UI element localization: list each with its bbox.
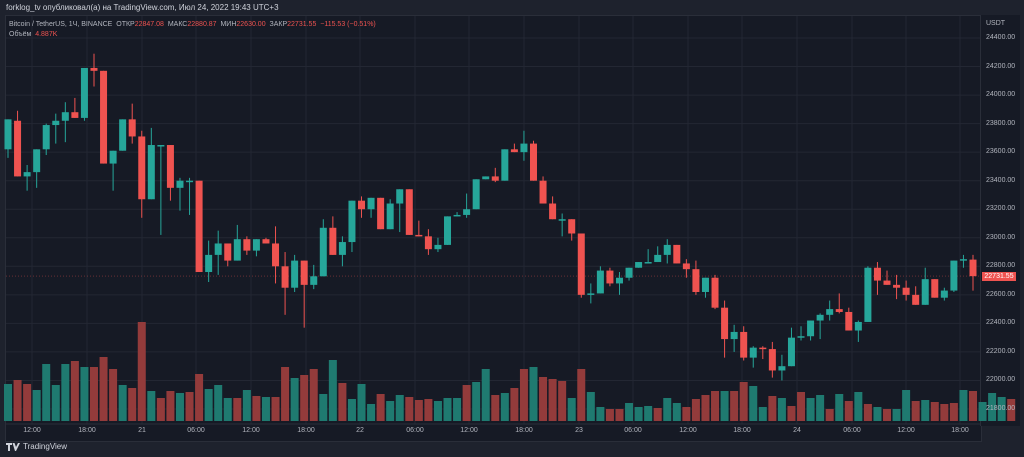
price-tick-label: 21800.00: [986, 405, 1016, 412]
time-tick-label: 21: [138, 427, 146, 434]
time-tick-label: 06:00: [187, 427, 205, 434]
low-value: 22630.00: [236, 21, 266, 28]
time-tick-label: 06:00: [624, 427, 642, 434]
price-tick-label: 24200.00: [986, 62, 1016, 70]
close-value: 22731.55: [287, 21, 317, 28]
time-tick-label: 12:00: [460, 427, 478, 434]
open-value: 22847.08: [134, 21, 164, 28]
ohlc-row: Bitcoin / TetherUS, 1Ч, BINANCE ОТКР2284…: [9, 20, 376, 30]
price-tick-label: 24400.00: [986, 34, 1016, 41]
high-label: МАКС: [167, 21, 188, 28]
volume-row: Объём 4.887K: [9, 30, 376, 40]
price-tick-label: 23200.00: [986, 205, 1016, 213]
price-tick-label: 23600.00: [986, 148, 1016, 156]
time-tick-label: 06:00: [843, 427, 861, 434]
time-tick-label: 12:00: [23, 427, 41, 434]
time-tick-label: 12:00: [679, 427, 697, 434]
high-value: 22880.87: [187, 21, 217, 28]
time-tick-label: 12:00: [242, 427, 260, 434]
change-value: −115.53 (−0.51%): [320, 21, 376, 28]
low-label: МИН: [220, 21, 237, 28]
price-tick-label: 23000.00: [986, 233, 1016, 241]
price-tick-label: 22600.00: [986, 290, 1016, 298]
time-tick-label: 18:00: [78, 427, 96, 434]
tradingview-logo-icon: [6, 442, 20, 451]
time-tick-label: 22: [356, 427, 364, 434]
publisher-bar: forklog_tv опубликовал(а) на TradingView…: [0, 0, 1024, 15]
price-tick-label: 24000.00: [986, 91, 1016, 99]
chart-pane[interactable]: [5, 15, 982, 442]
time-tick-label: 06:00: [406, 427, 424, 434]
time-tick-label: 23: [575, 427, 583, 434]
time-tick-label: 18:00: [733, 427, 751, 434]
volume-value: 4.887K: [35, 31, 58, 38]
close-label: ЗАКР: [269, 21, 288, 28]
price-tick-label: 23400.00: [986, 176, 1016, 184]
time-tick-label: 24: [793, 427, 801, 434]
time-tick-label: 12:00: [897, 427, 915, 434]
footer: TradingView: [6, 442, 67, 451]
time-tick-label: 18:00: [515, 427, 533, 434]
brand-name: TradingView: [23, 442, 68, 451]
volume-label[interactable]: Объём: [9, 31, 32, 38]
chart-legend: Bitcoin / TetherUS, 1Ч, BINANCE ОТКР2284…: [9, 20, 376, 40]
currency-label: USDT: [986, 20, 1006, 27]
price-axis[interactable]: [980, 15, 1020, 426]
time-tick-label: 18:00: [297, 427, 315, 434]
symbol-label[interactable]: Bitcoin / TetherUS, 1Ч, BINANCE: [9, 21, 113, 28]
price-tick-label: 22200.00: [986, 347, 1016, 355]
price-tick-label: 22800.00: [986, 262, 1016, 270]
price-tick-label: 22400.00: [986, 319, 1016, 327]
price-tick-label: 23800.00: [986, 119, 1016, 127]
time-tick-label: 18:00: [951, 427, 969, 434]
price-tick-label: 22000.00: [986, 376, 1016, 384]
open-label: ОТКР: [116, 21, 135, 28]
publisher-text: forklog_tv опубликовал(а) на TradingView…: [6, 3, 279, 12]
last-price-badge: 22731.55: [982, 271, 1016, 281]
